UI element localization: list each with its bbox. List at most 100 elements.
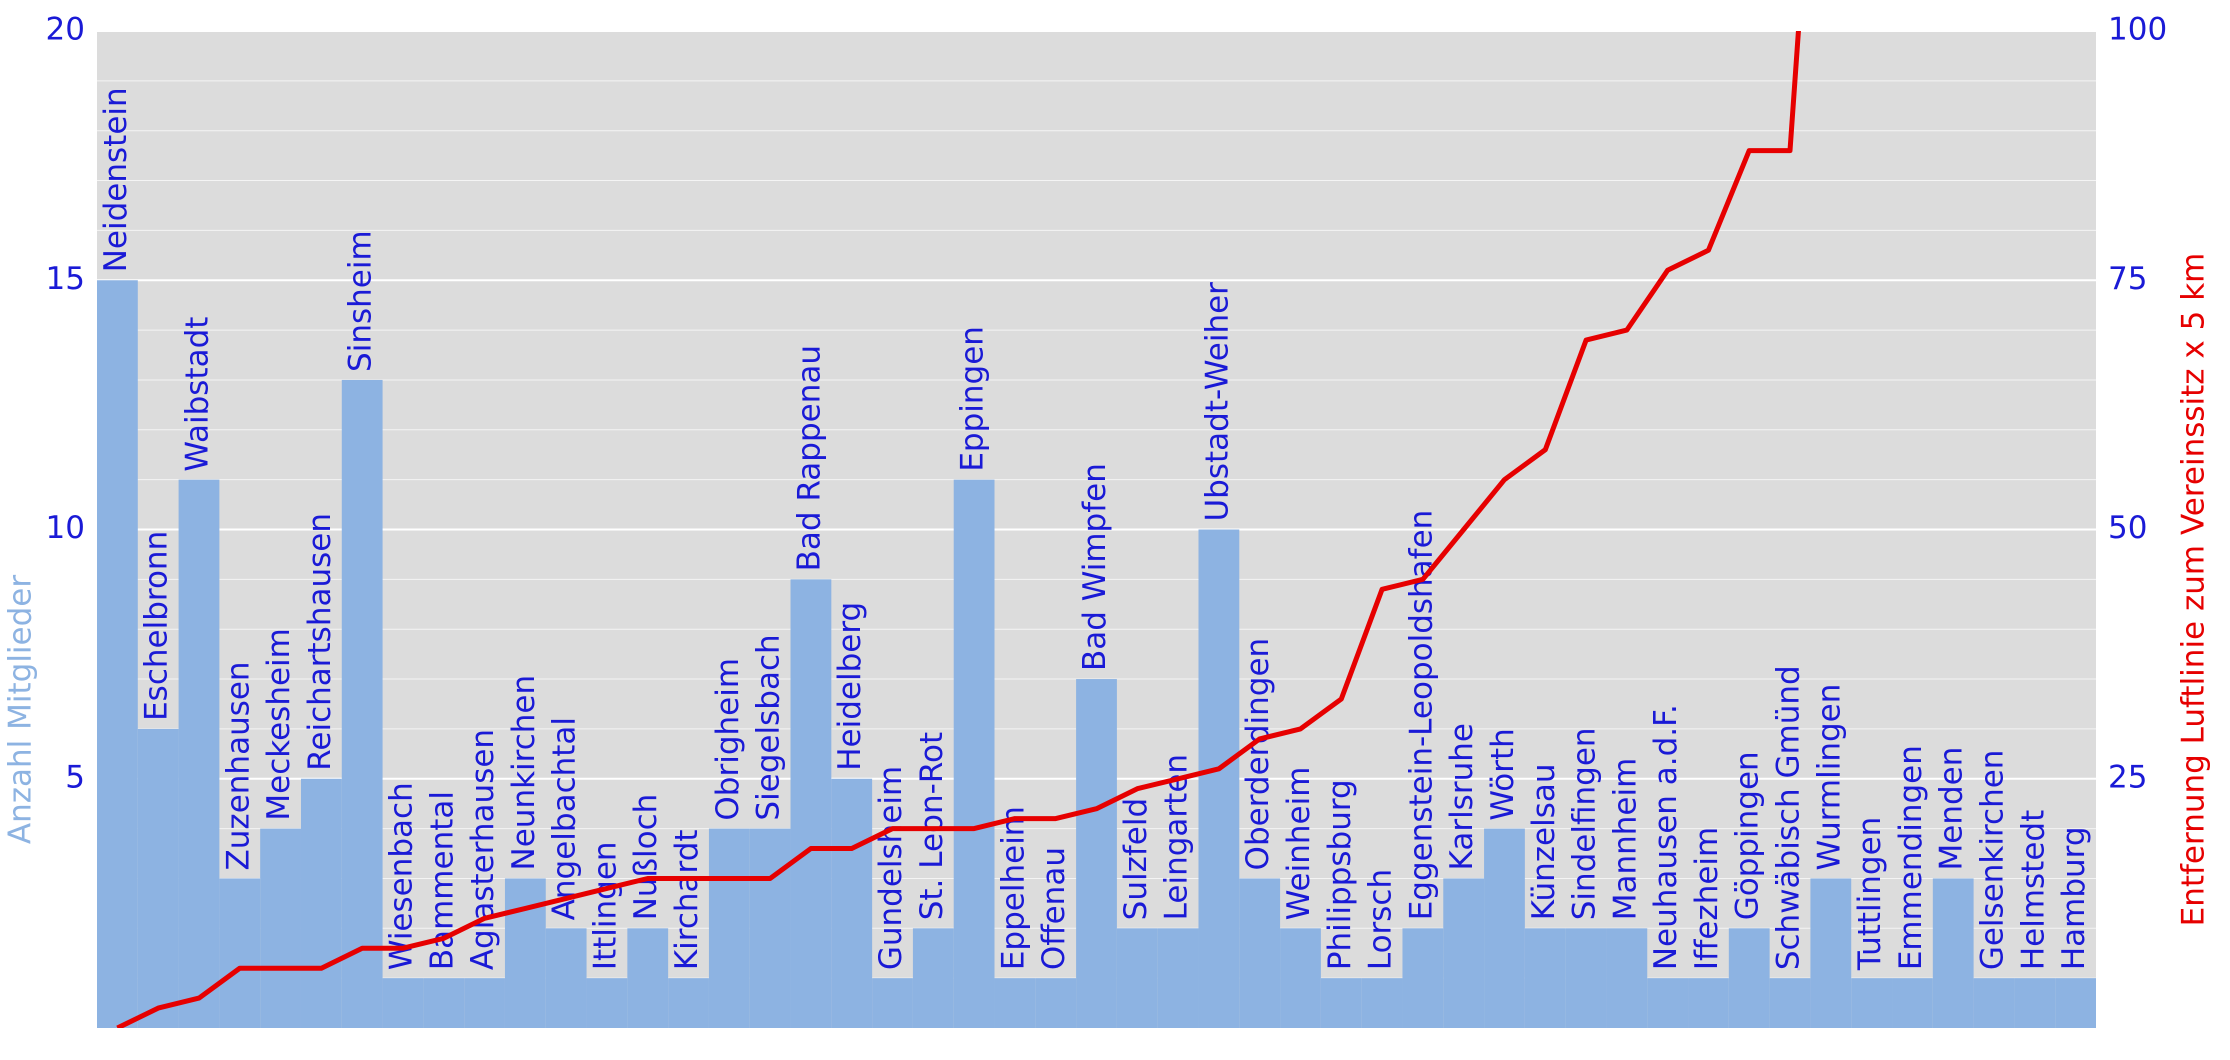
category-label: Mannheim bbox=[1607, 758, 1643, 921]
bar bbox=[504, 878, 546, 1028]
bar bbox=[260, 828, 301, 1028]
category-label: Emmendingen bbox=[1893, 745, 1929, 970]
bar bbox=[1647, 978, 1689, 1028]
bar bbox=[178, 479, 220, 1028]
category-label: Wörth bbox=[1485, 728, 1521, 820]
category-label: Waibstadt bbox=[179, 317, 215, 472]
bar bbox=[219, 878, 261, 1028]
bar bbox=[1524, 928, 1566, 1028]
category-label: Zuzenhausen bbox=[220, 661, 256, 870]
category-label: Eggenstein-Leopoldshafen bbox=[1403, 510, 1439, 921]
category-label: Sindelfingen bbox=[1567, 727, 1603, 920]
bar bbox=[1810, 878, 1852, 1028]
bar bbox=[1116, 928, 1158, 1028]
y2-tick-label: 50 bbox=[2108, 510, 2147, 546]
category-label: Bad Rappenau bbox=[791, 345, 827, 571]
bar bbox=[1851, 978, 1893, 1028]
category-label: Obrigheim bbox=[710, 658, 746, 821]
bar bbox=[994, 978, 1036, 1028]
category-label: Gelsenkirchen bbox=[1975, 750, 2011, 971]
bar bbox=[1973, 978, 2015, 1028]
category-label: Iffezheim bbox=[1689, 827, 1725, 970]
category-label: Ubstadt-Weiher bbox=[1199, 282, 1235, 522]
category-label: Wiesenbach bbox=[383, 782, 419, 970]
bar bbox=[382, 978, 424, 1028]
bar bbox=[2014, 978, 2056, 1028]
category-label: Schwäbisch Gmünd bbox=[1771, 665, 1807, 970]
category-label: Kirchardt bbox=[669, 829, 705, 970]
category-label: Heidelberg bbox=[832, 602, 868, 771]
bar bbox=[1157, 928, 1199, 1028]
bar bbox=[1728, 928, 1770, 1028]
y-axis-label: Anzahl Mitglieder bbox=[3, 575, 39, 844]
category-label: Hamburg bbox=[2056, 826, 2092, 970]
category-label: Neunkirchen bbox=[506, 675, 542, 871]
bar bbox=[341, 379, 383, 1028]
bar bbox=[1280, 928, 1321, 1028]
bar bbox=[1565, 928, 1607, 1028]
category-label: Offenau bbox=[1036, 847, 1072, 970]
bar bbox=[1239, 878, 1281, 1028]
y2-tick-label: 100 bbox=[2108, 12, 2167, 48]
bar bbox=[749, 828, 791, 1028]
category-label: Bad Wimpfen bbox=[1077, 463, 1113, 671]
y-tick-label: 15 bbox=[46, 261, 85, 297]
category-label: Lorsch bbox=[1363, 869, 1399, 970]
category-label: Neidenstein bbox=[98, 87, 134, 272]
y2-axis-label: Entfernung Luftlinie zum Vereinssitz x 5… bbox=[2176, 253, 2212, 927]
category-label: Aglasterhausen bbox=[465, 729, 501, 970]
category-label: Ittlingen bbox=[587, 841, 623, 970]
bar bbox=[2055, 978, 2096, 1028]
category-label: Tuttlingen bbox=[1852, 817, 1888, 971]
category-label: Oberderdingen bbox=[1240, 638, 1276, 871]
category-label: Sinsheim bbox=[343, 230, 379, 372]
bar bbox=[1932, 878, 1974, 1028]
bar bbox=[1443, 878, 1485, 1028]
bar bbox=[1035, 978, 1077, 1028]
bar bbox=[1198, 529, 1240, 1028]
bar bbox=[1769, 978, 1811, 1028]
bar bbox=[1402, 928, 1444, 1028]
category-label: Siegelsbach bbox=[751, 634, 787, 820]
category-label: Angelbachtal bbox=[547, 717, 583, 920]
category-label: Wurmlingen bbox=[1811, 684, 1847, 871]
bar bbox=[872, 978, 913, 1028]
bar bbox=[545, 928, 587, 1028]
category-label: Karlsruhe bbox=[1444, 723, 1480, 870]
bar bbox=[300, 778, 342, 1028]
category-label: Nußloch bbox=[628, 794, 664, 921]
y-tick-label: 5 bbox=[65, 759, 85, 795]
category-label: Eschelbronn bbox=[139, 531, 175, 721]
bar bbox=[708, 828, 750, 1028]
bar bbox=[831, 778, 873, 1028]
bar bbox=[1484, 828, 1525, 1028]
bar bbox=[668, 978, 709, 1028]
category-label: Eppingen bbox=[955, 326, 991, 472]
category-label: Gundelsheim bbox=[873, 766, 909, 970]
category-label: Helmstedt bbox=[2015, 810, 2051, 970]
category-label: Reichartshausen bbox=[302, 513, 338, 771]
category-label: Meckesheim bbox=[261, 628, 297, 820]
bar bbox=[912, 928, 954, 1028]
y-tick-label: 10 bbox=[46, 510, 85, 546]
category-label: Künzelsau bbox=[1526, 763, 1562, 920]
category-label: Neuhausen a.d.F. bbox=[1648, 704, 1684, 970]
bar bbox=[586, 978, 628, 1028]
category-label: Sulzfeld bbox=[1118, 798, 1154, 921]
bar bbox=[1688, 978, 1729, 1028]
bar bbox=[953, 479, 995, 1028]
category-label: St. Leon-Rot bbox=[914, 732, 950, 920]
bar bbox=[137, 728, 179, 1028]
bar bbox=[1320, 978, 1362, 1028]
bar bbox=[464, 978, 505, 1028]
bar bbox=[790, 579, 832, 1028]
category-label: Philippsburg bbox=[1322, 779, 1358, 970]
bar bbox=[1361, 978, 1403, 1028]
bar bbox=[1892, 978, 1933, 1028]
category-label: Weinheim bbox=[1281, 767, 1317, 921]
category-label: Menden bbox=[1934, 747, 1970, 871]
category-label: Eppelheim bbox=[995, 806, 1031, 970]
bar bbox=[97, 280, 138, 1028]
bar bbox=[627, 928, 669, 1028]
